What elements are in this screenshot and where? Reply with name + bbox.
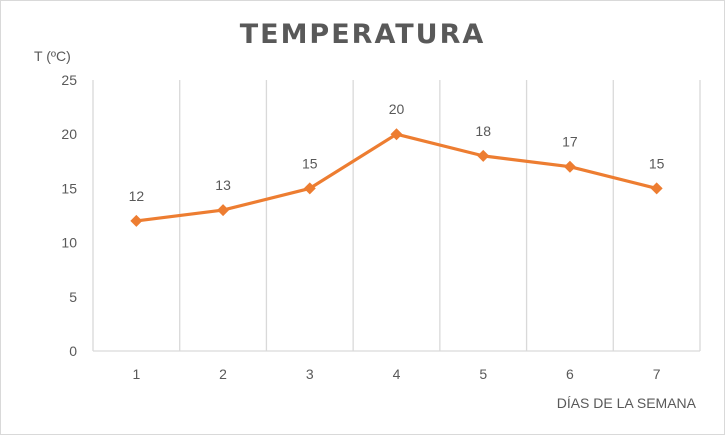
data-label: 17 (562, 134, 578, 150)
data-point-marker (130, 214, 143, 227)
data-label: 20 (389, 101, 405, 117)
y-tick-label: 0 (69, 343, 77, 359)
y-tick-label: 25 (61, 72, 77, 88)
chart-title: TEMPERATURA (239, 19, 486, 50)
y-tick-label: 15 (61, 180, 77, 196)
data-point-marker (390, 128, 403, 141)
data-label: 13 (215, 177, 231, 193)
x-tick-label: 3 (306, 366, 314, 382)
x-tick-label: 1 (132, 366, 140, 382)
y-axis-label: T (ºC) (34, 48, 71, 64)
x-axis-label: DÍAS DE LA SEMANA (556, 395, 696, 411)
x-tick-label: 5 (479, 366, 487, 382)
data-label: 15 (302, 155, 318, 171)
data-label: 15 (649, 155, 665, 171)
data-point-marker (563, 160, 576, 173)
x-tick-label: 7 (653, 366, 661, 382)
y-tick-label: 20 (61, 126, 77, 142)
data-point-marker (303, 182, 316, 195)
data-label: 12 (129, 188, 145, 204)
data-point-marker (477, 149, 490, 162)
x-tick-label: 4 (393, 366, 401, 382)
data-point-marker (650, 182, 663, 195)
data-point-marker (217, 204, 230, 217)
y-tick-label: 10 (61, 235, 77, 251)
data-label: 18 (475, 123, 491, 139)
y-tick-label: 5 (69, 289, 77, 305)
x-tick-label: 6 (566, 366, 574, 382)
x-tick-label: 2 (219, 366, 227, 382)
